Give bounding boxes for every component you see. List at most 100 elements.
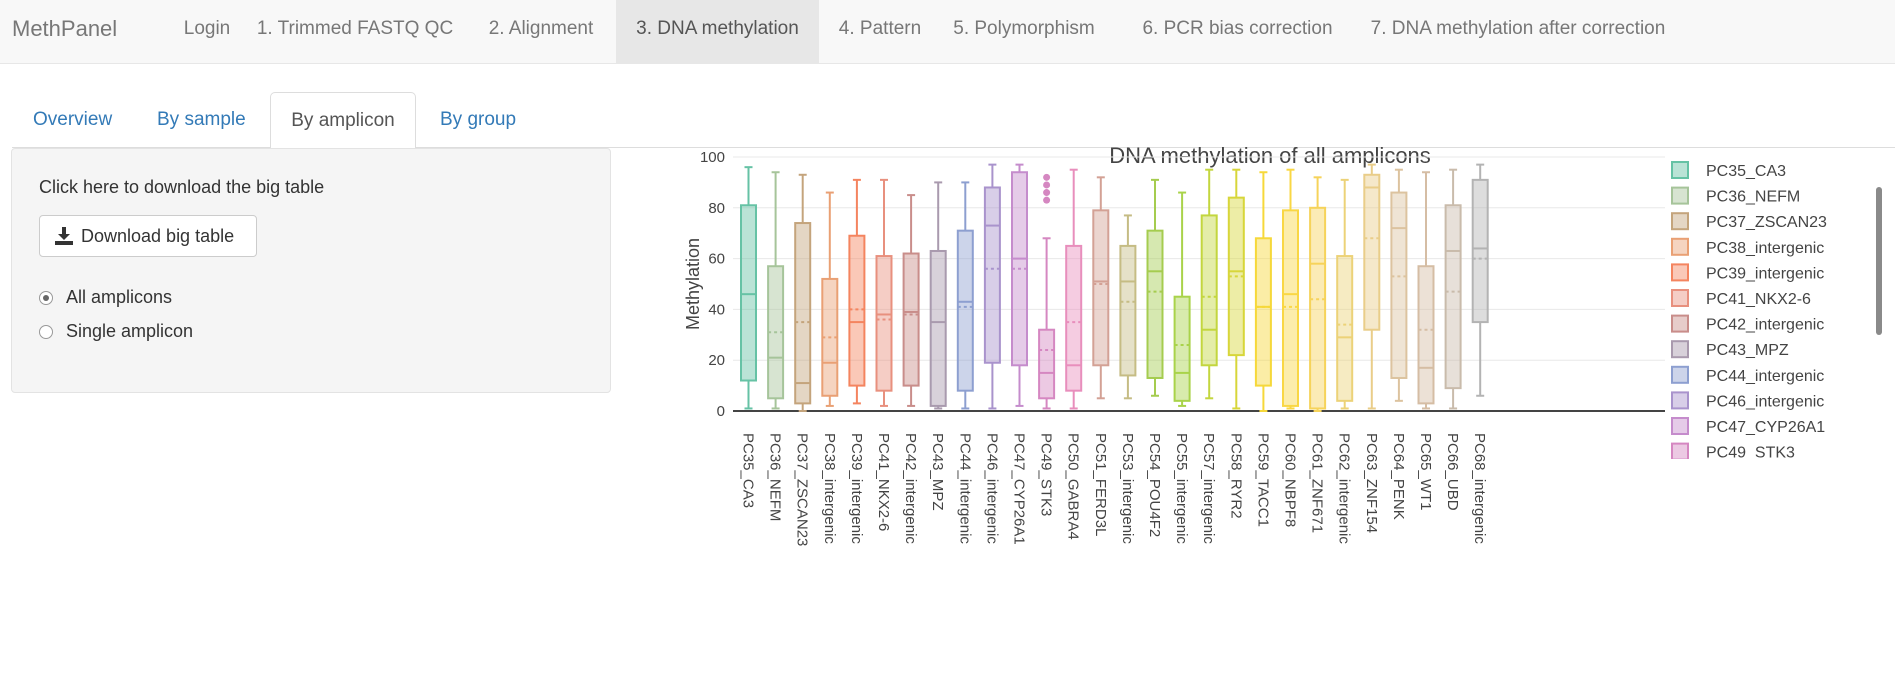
box-PC38_intergenic[interactable] xyxy=(821,191,839,407)
box-PC36_NEFM[interactable] xyxy=(767,171,785,410)
legend-swatch xyxy=(1671,417,1689,435)
nav-polymorphism[interactable]: 5. Polymorphism xyxy=(953,18,1095,39)
radio-button-unchecked[interactable] xyxy=(39,325,53,339)
legend-swatch xyxy=(1671,314,1689,333)
box-PC64_PENK[interactable] xyxy=(1390,168,1408,402)
x-tick-label: PC47_CYP26A1 xyxy=(1011,433,1028,545)
legend[interactable]: PC35_CA3 PC36_NEFM PC37_ZSCAN23 PC38_interg… xyxy=(1665,154,1865,487)
x-tick-label: PC49_STK3 xyxy=(1038,433,1055,516)
x-tick-label: PC68_intergenic xyxy=(1471,433,1488,544)
iqr-box xyxy=(1173,295,1191,402)
legend-item[interactable]: PC47_CYP26A1 xyxy=(1671,417,1825,436)
tab-by-group[interactable]: By group xyxy=(440,109,517,130)
box-PC50_GABRA4[interactable] xyxy=(1065,168,1083,410)
iqr-box xyxy=(1092,209,1110,367)
nav-pcr-bias-correction[interactable]: 6. PCR bias correction xyxy=(1142,18,1333,39)
x-tick-label: PC65_WT1 xyxy=(1417,433,1434,511)
box-PC58_RYR2[interactable] xyxy=(1227,168,1245,410)
box-PC46_intergenic[interactable] xyxy=(983,163,1001,410)
legend-label: PC44_intergenic xyxy=(1706,368,1824,385)
iqr-box xyxy=(929,249,947,407)
x-tick-label: PC38_intergenic xyxy=(821,433,838,544)
box-PC65_WT1[interactable] xyxy=(1417,171,1435,410)
app-brand[interactable]: MethPanel xyxy=(12,16,118,41)
legend-label: PC50_GABRA4 xyxy=(1706,470,1820,487)
x-tick-label: PC55_intergenic xyxy=(1173,433,1190,544)
box-PC44_intergenic[interactable] xyxy=(956,181,974,410)
legend-item[interactable]: PC38_intergenic xyxy=(1671,237,1824,257)
box-PC41_NKX2-6[interactable] xyxy=(875,178,893,407)
box-PC59_TACC1[interactable] xyxy=(1254,171,1272,412)
x-tick-label: PC63_ZNF154 xyxy=(1363,433,1380,533)
y-tick-label: 100 xyxy=(700,149,725,166)
box-PC57_intergenic[interactable] xyxy=(1200,168,1218,400)
legend-label: PC36_NEFM xyxy=(1706,189,1800,206)
y-tick-label: 0 xyxy=(717,403,725,420)
box-PC68_intergenic[interactable] xyxy=(1471,163,1489,397)
iqr-box xyxy=(740,204,757,382)
nav-dna-methylation-after-correction[interactable]: 7. DNA methylation after correction xyxy=(1370,18,1666,39)
x-tick-labels: PC35_CA3 PC36_NEFM PC37_ZSCAN23 PC38_interg… xyxy=(740,433,1489,546)
x-tick-label: PC62_intergenic xyxy=(1336,433,1353,544)
legend-item[interactable]: PC46_intergenic xyxy=(1671,391,1824,410)
nav-pattern[interactable]: 4. Pattern xyxy=(838,18,922,39)
nav-trimmed-fastq-qc[interactable]: 1. Trimmed FASTQ QC xyxy=(256,18,454,39)
iqr-box xyxy=(848,234,866,387)
box-PC49_STK3[interactable] xyxy=(1038,173,1056,410)
box-PC63_ZNF154[interactable] xyxy=(1363,163,1381,410)
legend-swatch xyxy=(1672,469,1688,485)
download-instructions: Click here to download the big table xyxy=(39,177,325,197)
legend-swatch xyxy=(1671,186,1689,205)
legend-scrollbar[interactable] xyxy=(1876,187,1882,335)
box-PC39_intergenic[interactable] xyxy=(848,178,866,405)
box-PC53_intergenic[interactable] xyxy=(1119,214,1137,400)
legend-item[interactable]: PC43_MPZ xyxy=(1671,340,1789,359)
box-PC54_POU4F2[interactable] xyxy=(1146,178,1164,397)
box-PC55_intergenic[interactable] xyxy=(1173,191,1191,407)
iqr-box xyxy=(875,255,893,392)
radio-label-single-amplicon: Single amplicon xyxy=(66,321,194,341)
box-PC37_ZSCAN23[interactable] xyxy=(794,173,812,412)
legend-item[interactable]: PC39_intergenic xyxy=(1671,263,1824,282)
legend-item[interactable]: PC41_NKX2-6 xyxy=(1671,289,1811,308)
legend-label: PC43_MPZ xyxy=(1706,342,1789,359)
radio-button-checked[interactable] xyxy=(39,291,53,305)
iqr-box xyxy=(1336,255,1354,402)
legend-item[interactable]: PC50_GABRA4 xyxy=(1672,469,1820,487)
x-tick-label: PC53_intergenic xyxy=(1119,433,1136,544)
legend-label: PC35_CA3 xyxy=(1706,163,1786,180)
legend-item[interactable]: PC36_NEFM xyxy=(1671,186,1800,206)
box-PC61_ZNF671[interactable] xyxy=(1309,176,1327,412)
box-PC62_intergenic[interactable] xyxy=(1336,178,1354,410)
nav-login[interactable]: Login xyxy=(183,18,231,39)
nav-dna-methylation[interactable]: 3. DNA methylation xyxy=(616,0,819,63)
download-big-table-button[interactable]: Download big table xyxy=(39,215,257,257)
legend-item[interactable]: PC42_intergenic xyxy=(1671,314,1824,334)
outlier-point xyxy=(1043,173,1051,181)
iqr-box xyxy=(983,186,1001,364)
box-PC35_CA3[interactable] xyxy=(740,166,757,410)
legend-label: PC39_intergenic xyxy=(1706,265,1824,282)
legend-swatch xyxy=(1671,212,1689,231)
box-PC42_intergenic[interactable] xyxy=(902,194,920,407)
box-PC51_FERD3L[interactable] xyxy=(1092,176,1110,400)
legend-label: PC46_intergenic xyxy=(1706,393,1824,410)
legend-item[interactable]: PC49_STK3 xyxy=(1671,442,1795,462)
nav-alignment[interactable]: 2. Alignment xyxy=(488,18,594,39)
legend-label: PC47_CYP26A1 xyxy=(1706,419,1825,436)
legend-item[interactable]: PC37_ZSCAN23 xyxy=(1671,212,1827,231)
legend-label: PC42_intergenic xyxy=(1706,317,1824,334)
outlier-point xyxy=(1043,196,1051,204)
y-tick-label: 80 xyxy=(708,200,725,217)
legend-item[interactable]: PC44_intergenic xyxy=(1671,365,1824,385)
tab-by-amplicon[interactable]: By amplicon xyxy=(270,92,416,149)
tab-by-sample[interactable]: By sample xyxy=(157,109,246,130)
legend-swatch xyxy=(1671,391,1689,410)
box-PC66_UBD[interactable] xyxy=(1444,168,1462,410)
iqr-box xyxy=(902,252,920,387)
box-PC60_NBPF8[interactable] xyxy=(1282,168,1299,410)
box-PC47_CYP26A1[interactable] xyxy=(1011,163,1028,407)
tab-overview[interactable]: Overview xyxy=(33,109,113,130)
legend-item[interactable]: PC35_CA3 xyxy=(1671,161,1786,180)
box-PC43_MPZ[interactable] xyxy=(929,181,947,410)
